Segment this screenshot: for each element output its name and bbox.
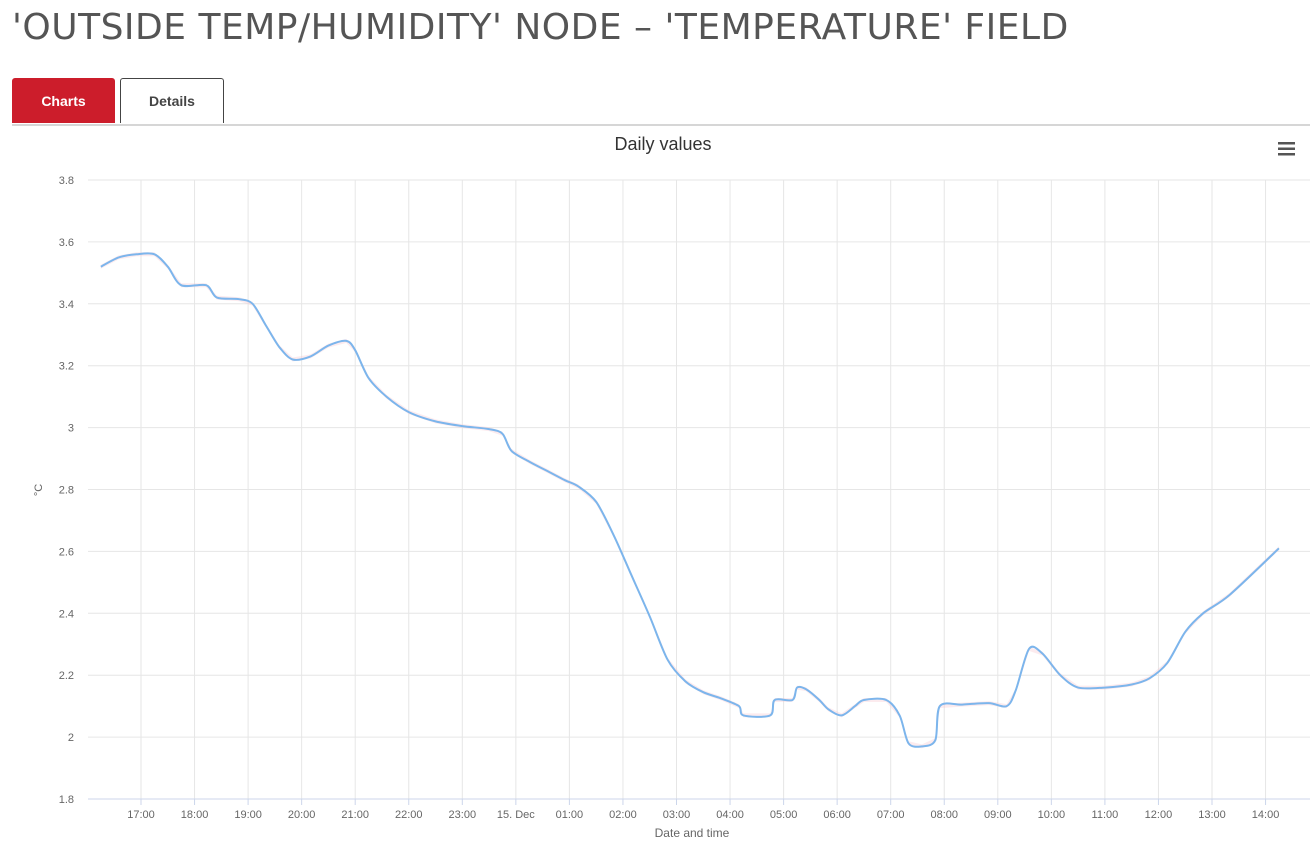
chart-title: Daily values (614, 134, 711, 154)
chart-grid (88, 179, 1310, 805)
y-tick-label: 2 (68, 732, 74, 744)
x-tick-label: 12:00 (1145, 809, 1173, 821)
x-tick-label: 18:00 (181, 809, 209, 821)
y-tick-label: 3.6 (59, 237, 74, 249)
hamburger-menu-icon[interactable] (1272, 138, 1300, 162)
x-axis-ticks: 17:00 18:00 19:00 20:00 21:00 22:00 23:00 15. D… (127, 809, 1279, 821)
x-tick-label: 11:00 (1092, 809, 1119, 821)
x-tick-label: 08:00 (930, 809, 958, 821)
tab-charts[interactable]: Charts (12, 78, 115, 123)
x-tick-label: 07:00 (877, 809, 905, 821)
y-tick-label: 2.6 (59, 546, 74, 558)
x-tick-label: 06:00 (823, 809, 851, 821)
x-tick-label: 23:00 (449, 809, 477, 821)
x-tick-label: 13:00 (1198, 809, 1226, 821)
series-range-band (100, 252, 1279, 749)
x-tick-label: 15. Dec (497, 809, 535, 821)
x-tick-label: 20:00 (288, 809, 316, 821)
page-title: 'OUTSIDE TEMP/HUMIDITY' NODE – 'TEMPERAT… (12, 7, 1069, 48)
x-tick-label: 09:00 (984, 809, 1012, 821)
x-tick-label: 22:00 (395, 809, 423, 821)
plot-area (100, 252, 1280, 749)
y-axis-ticks: 1.8 2 2.2 2.4 2.6 2.8 3 3.2 3.4 3.6 3.8 (59, 175, 74, 806)
x-tick-label: 04:00 (716, 809, 744, 821)
x-tick-label: 03:00 (663, 809, 691, 821)
y-tick-label: 1.8 (59, 794, 74, 806)
x-tick-label: 14:00 (1252, 809, 1280, 821)
tab-bar: Charts Details (12, 78, 1310, 126)
x-axis-label: Date and time (655, 826, 730, 840)
y-tick-label: 3.8 (59, 175, 74, 187)
y-axis-label: °C (33, 484, 45, 496)
chart-container: Daily values 1.8 2 2.2 2.4 2.6 2.8 3 3.2 3.4 3.6 3… (0, 126, 1310, 851)
y-tick-label: 2.4 (59, 608, 74, 620)
line-chart: Daily values 1.8 2 2.2 2.4 2.6 2.8 3 3.2 3.4 3.6 3… (33, 134, 1310, 840)
tab-details[interactable]: Details (120, 78, 224, 123)
y-tick-label: 3 (68, 423, 74, 435)
x-tick-label: 10:00 (1038, 809, 1066, 821)
y-tick-label: 3.2 (59, 361, 74, 373)
x-tick-label: 19:00 (234, 809, 262, 821)
x-tick-label: 01:00 (556, 809, 584, 821)
x-tick-label: 05:00 (770, 809, 798, 821)
x-tick-label: 21:00 (341, 809, 369, 821)
y-tick-label: 2.2 (59, 670, 74, 682)
y-tick-label: 3.4 (59, 299, 74, 311)
y-tick-label: 2.8 (59, 485, 74, 497)
x-tick-label: 02:00 (609, 809, 637, 821)
x-tick-label: 17:00 (127, 809, 155, 821)
series-line[interactable] (100, 252, 1280, 748)
